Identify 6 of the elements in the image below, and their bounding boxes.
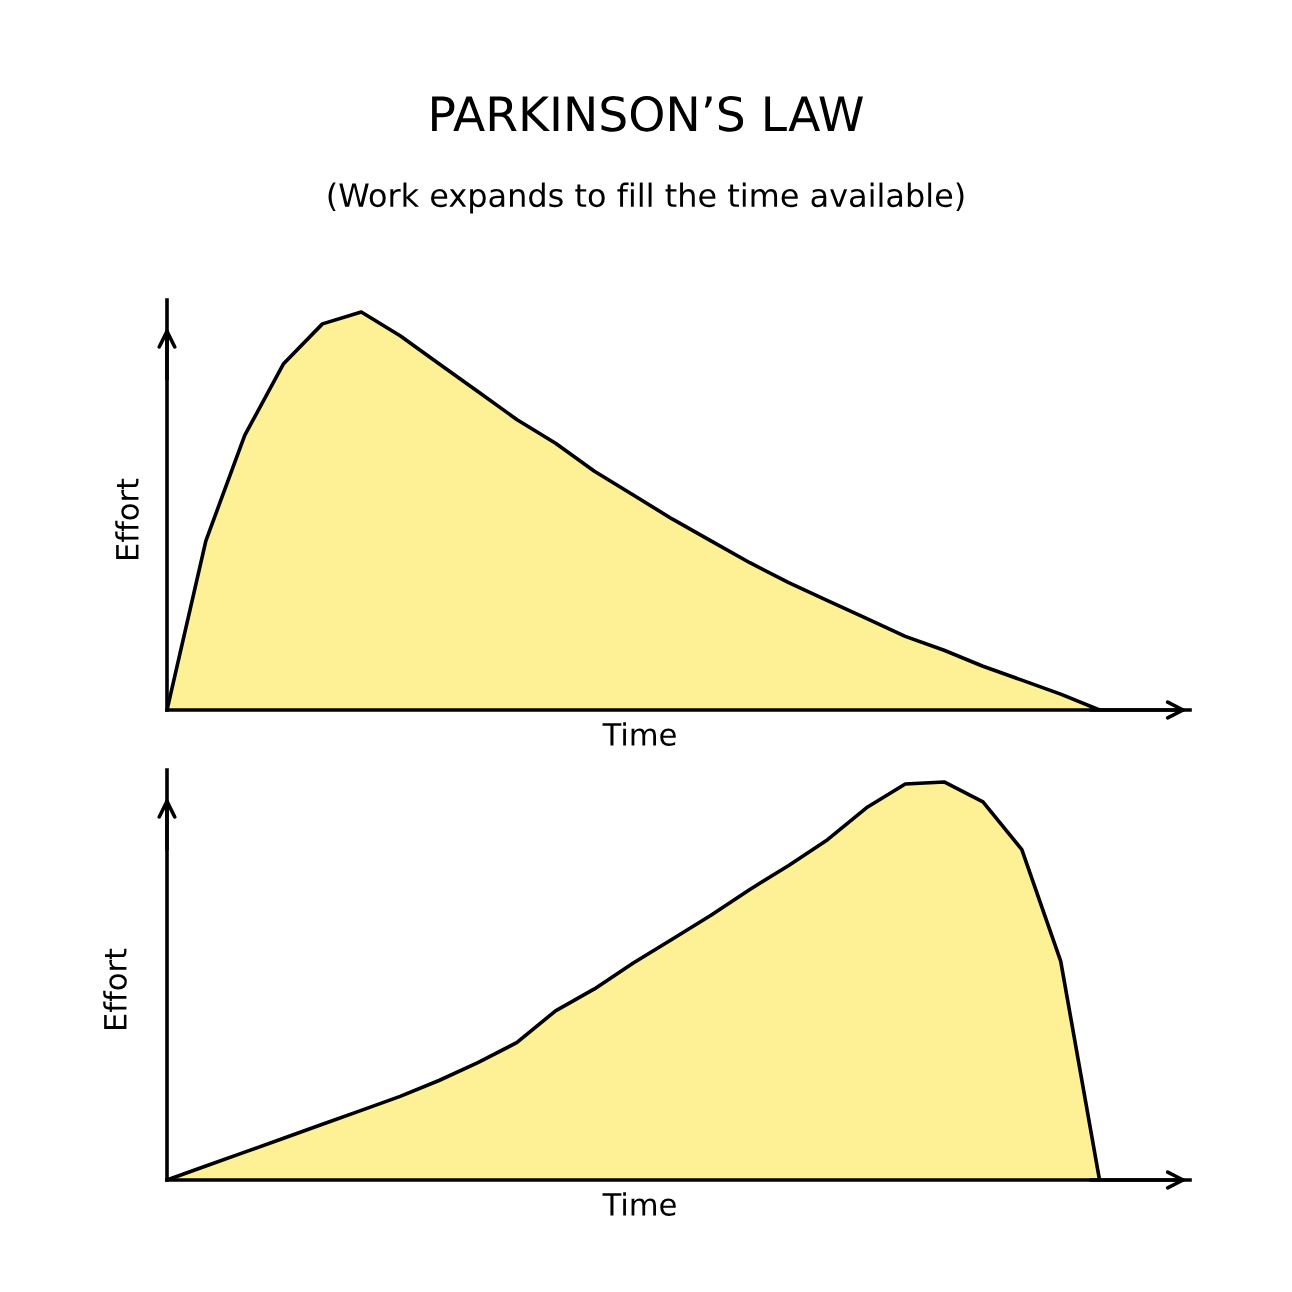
- y-axis-title: Effort: [103, 948, 127, 1030]
- x-axis-title: Time: [602, 722, 676, 746]
- x-axis-title: Time: [602, 1192, 676, 1216]
- chart-subtitle: (Work expands to fill the time available): [328, 182, 964, 214]
- y-axis-title: Effort: [115, 478, 139, 560]
- chart-title: PARKINSON’S LAW: [432, 95, 863, 132]
